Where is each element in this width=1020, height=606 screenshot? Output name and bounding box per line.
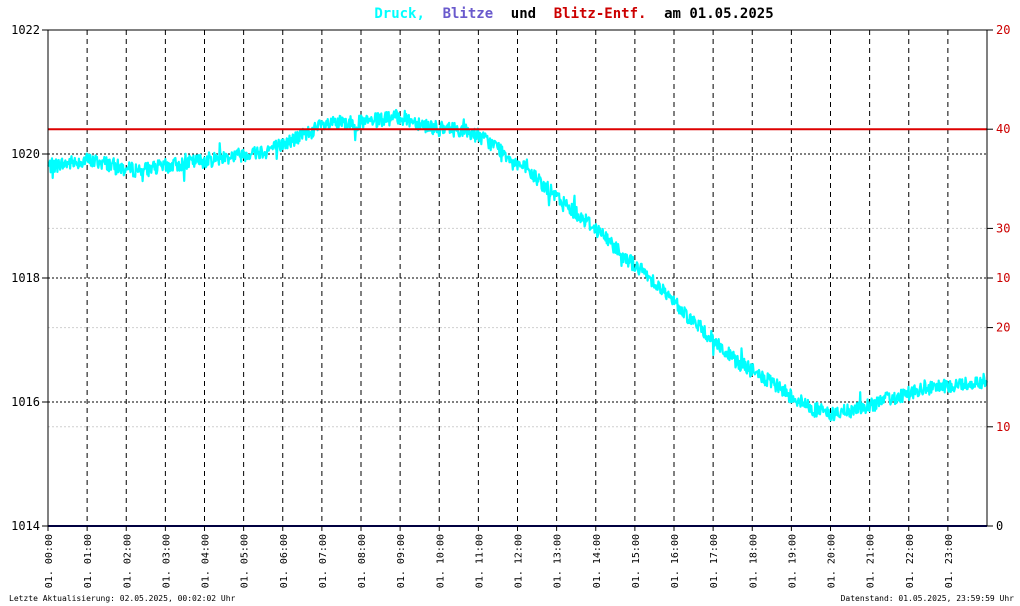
title-part-date: am 01.05.2025 xyxy=(664,6,774,22)
footer-last-update: Letzte Aktualisierung: 02.05.2025, 00:02… xyxy=(9,594,236,603)
y-left-tick-label: 1022 xyxy=(11,23,40,37)
y-right-tick-label: 0 xyxy=(996,519,1003,533)
y-right-tick-label: 40 xyxy=(996,122,1010,136)
x-tick-label: 01. 19:00 xyxy=(787,534,798,588)
y-right-tick-label: 10 xyxy=(996,271,1010,285)
x-tick-label: 01. 18:00 xyxy=(748,534,759,588)
y-left-tick-label: 1018 xyxy=(11,271,40,285)
x-tick-label: 01. 10:00 xyxy=(435,534,446,588)
series-druck-line xyxy=(47,108,989,422)
x-tick-label: 01. 05:00 xyxy=(240,534,251,588)
y-left-tick-label: 1014 xyxy=(11,519,40,533)
chart-title: Druck, Blitze und Blitz-Entf. am 01.05.2… xyxy=(374,3,773,22)
x-tick-label: 01. 09:00 xyxy=(396,534,407,588)
x-tick-label: 01. 11:00 xyxy=(474,534,485,588)
x-tick-label: 01. 01:00 xyxy=(83,534,94,588)
y-right-tick-label: 20 xyxy=(996,321,1010,335)
y-right-tick-label: 20 xyxy=(996,23,1010,37)
x-tick-label: 01. 17:00 xyxy=(709,534,720,588)
x-tick-label: 01. 08:00 xyxy=(357,534,368,588)
grid xyxy=(48,30,987,526)
title-part-distance: Blitz-Entf. xyxy=(554,6,647,22)
y-left-tick-label: 1020 xyxy=(11,147,40,161)
x-tick-label: 01. 06:00 xyxy=(279,534,290,588)
title-part-pressure: Druck, xyxy=(374,6,425,22)
x-tick-label: 01. 07:00 xyxy=(318,534,329,588)
x-tick-label: 01. 15:00 xyxy=(631,534,642,588)
x-tick-label: 01. 00:00 xyxy=(44,534,55,588)
x-tick-label: 01. 02:00 xyxy=(122,534,133,588)
y-right-tick-label: 30 xyxy=(996,221,1010,235)
x-tick-label: 01. 13:00 xyxy=(553,534,564,588)
x-tick-label: 01. 21:00 xyxy=(866,534,877,588)
y-left-tick-label: 1016 xyxy=(11,395,40,409)
x-tick-label: 01. 23:00 xyxy=(944,534,955,588)
x-tick-label: 01. 14:00 xyxy=(592,534,603,588)
y-right-tick-label: 10 xyxy=(996,420,1010,434)
title-part-und: und xyxy=(511,6,536,22)
x-tick-label: 01. 12:00 xyxy=(514,534,525,588)
x-tick-label: 01. 16:00 xyxy=(670,534,681,588)
x-tick-label: 01. 20:00 xyxy=(827,534,838,588)
x-tick-label: 01. 04:00 xyxy=(201,534,212,588)
x-tick-label: 01. 22:00 xyxy=(905,534,916,588)
title-part-strikes: Blitze xyxy=(443,6,494,22)
x-tick-label: 01. 03:00 xyxy=(161,534,172,588)
footer-data-status: Datenstand: 01.05.2025, 23:59:59 Uhr xyxy=(841,594,1015,603)
